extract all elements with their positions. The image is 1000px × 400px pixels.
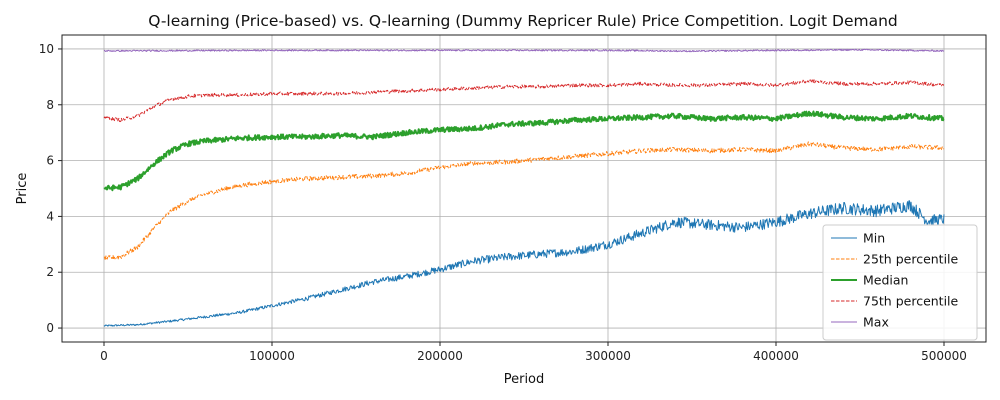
plot-frame bbox=[61, 34, 987, 343]
legend-label: Min bbox=[863, 231, 885, 246]
x-tick-label: 200000 bbox=[417, 349, 463, 363]
series-line bbox=[103, 199, 945, 327]
y-tick-label: 2 bbox=[46, 265, 54, 279]
y-tick-label: 4 bbox=[46, 209, 54, 223]
series-line bbox=[103, 141, 945, 261]
x-tick-label: 300000 bbox=[585, 349, 631, 363]
legend-label: Max bbox=[863, 315, 889, 330]
legend: Min 25th percentile Median 75th percentile M… bbox=[822, 224, 978, 341]
y-tick-label: 8 bbox=[46, 98, 54, 112]
series-lines bbox=[103, 48, 945, 327]
x-tick-label: 400000 bbox=[753, 349, 799, 363]
x-tick-label: 100000 bbox=[249, 349, 295, 363]
x-tick-label: 0 bbox=[100, 349, 108, 363]
legend-box bbox=[822, 224, 978, 341]
y-tick-label: 0 bbox=[46, 321, 54, 335]
y-tick-label: 10 bbox=[39, 42, 54, 56]
y-axis-label: Price bbox=[15, 173, 30, 205]
x-axis-label: Period bbox=[504, 372, 545, 387]
legend-label: 75th percentile bbox=[863, 294, 959, 309]
y-axis-ticks: 0 2 4 6 8 10 bbox=[39, 42, 62, 335]
grid-lines bbox=[62, 35, 986, 342]
series-line bbox=[103, 110, 945, 192]
series-line bbox=[103, 79, 945, 123]
chart-title: Q-learning (Price-based) vs. Q-learning … bbox=[148, 12, 898, 30]
legend-label: Median bbox=[863, 273, 908, 288]
x-tick-label: 500000 bbox=[921, 349, 967, 363]
series-line bbox=[103, 48, 945, 53]
x-axis-ticks: 0 100000 200000 300000 400000 500000 bbox=[100, 342, 967, 363]
y-tick-label: 6 bbox=[46, 154, 54, 168]
legend-label: 25th percentile bbox=[863, 252, 959, 267]
